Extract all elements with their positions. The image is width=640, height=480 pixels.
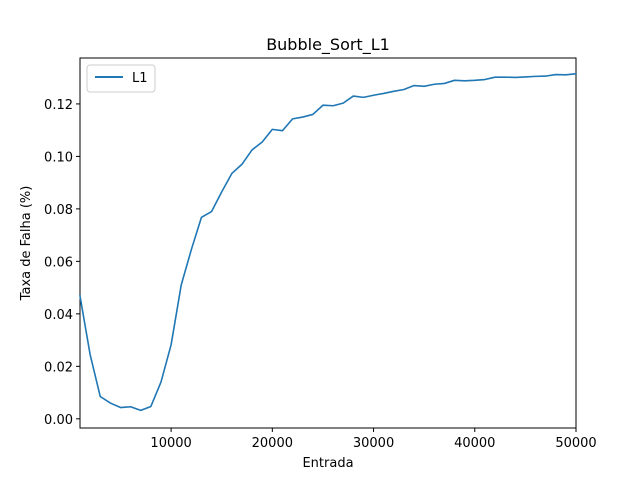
x-tick-label: 20000 [252, 436, 293, 451]
x-axis-ticks: 10000 20000 30000 40000 50000 [150, 428, 597, 451]
chart-title: Bubble_Sort_L1 [266, 35, 390, 55]
y-axis-ticks: 0.00 0.02 0.04 0.06 0.08 0.10 0.12 [44, 98, 80, 428]
x-axis-label: Entrada [302, 456, 353, 471]
x-tick-label: 50000 [555, 436, 596, 451]
x-tick-label: 30000 [353, 436, 394, 451]
x-tick-label: 40000 [454, 436, 495, 451]
y-tick-label: 0.12 [44, 98, 73, 113]
series-layer [79, 72, 577, 412]
series-line-l1 [79, 72, 577, 412]
y-tick-label: 0.08 [44, 203, 73, 218]
y-tick-label: 0.00 [44, 413, 73, 428]
y-tick-label: 0.06 [44, 255, 73, 270]
y-tick-label: 0.10 [44, 150, 73, 165]
y-tick-label: 0.02 [44, 360, 73, 375]
legend-box [86, 64, 156, 93]
y-axis-label: Taxa de Falha (%) [19, 186, 34, 302]
legend-label-l1: L1 [132, 71, 148, 86]
axes-frame [79, 57, 577, 429]
plot-area [79, 57, 577, 429]
legend: L1 [86, 64, 156, 93]
x-tick-label: 10000 [150, 436, 191, 451]
y-tick-label: 0.04 [44, 308, 73, 323]
